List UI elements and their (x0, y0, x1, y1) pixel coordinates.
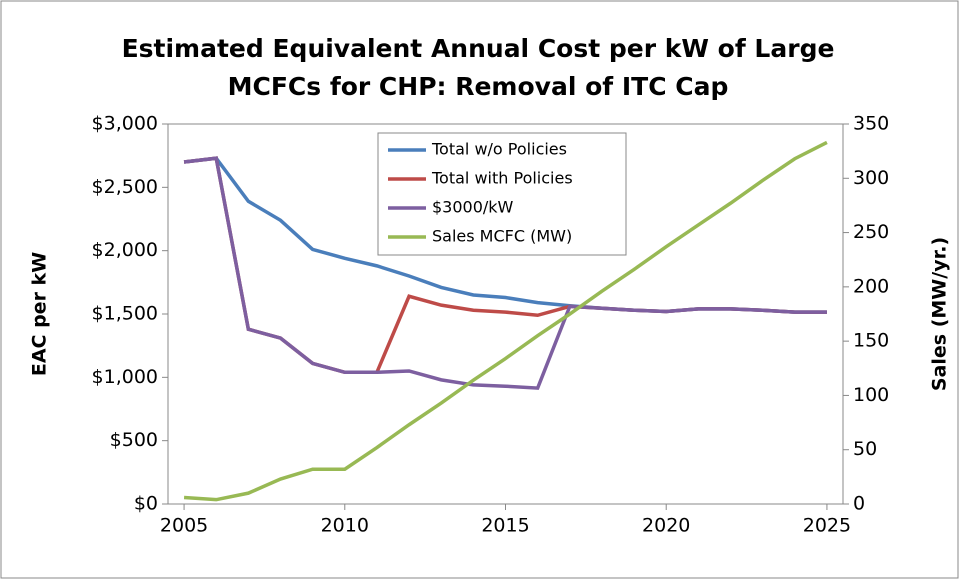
y2-tick-label: 200 (853, 275, 889, 297)
y-tick-label: $2,500 (92, 176, 158, 198)
y2-axis-label: Sales (MW/yr.) (929, 237, 951, 391)
legend-box (377, 132, 627, 256)
y-tick-label: $1,500 (92, 303, 158, 325)
y-tick-label: $0 (134, 493, 158, 515)
chart-title: Estimated Equivalent Annual Cost per kW … (122, 34, 835, 63)
series-line (183, 140, 828, 502)
series-line (183, 156, 827, 390)
x-tick-label: 2015 (481, 515, 529, 537)
y2-tick-label: 350 (853, 113, 889, 135)
legend-label: Sales MCFC (MW) (432, 227, 572, 246)
y2-tick-label: 100 (853, 384, 889, 406)
y-tick-label: $3,000 (92, 113, 158, 135)
y-tick-label: $2,000 (92, 239, 158, 261)
x-tick-label: 2020 (642, 515, 690, 537)
legend-label: $3000/kW (432, 198, 514, 217)
y2-tick-label: 0 (853, 493, 865, 515)
x-tick-label: 2025 (803, 515, 851, 537)
y2-tick-label: 300 (853, 167, 889, 189)
legend-label: Total with Policies (431, 169, 573, 188)
y2-tick-label: 50 (853, 438, 877, 460)
y2-tick-label: 150 (853, 330, 889, 352)
x-tick-label: 2005 (160, 515, 208, 537)
y-tick-label: $1,000 (92, 366, 158, 388)
legend-label: Total w/o Policies (431, 140, 567, 159)
x-tick-label: 2010 (321, 515, 369, 537)
chart-title: MCFCs for CHP: Removal of ITC Cap (228, 72, 729, 101)
y2-tick-label: 250 (853, 221, 889, 243)
y-tick-label: $500 (110, 429, 158, 451)
y-axis-label: EAC per kW (29, 252, 51, 376)
